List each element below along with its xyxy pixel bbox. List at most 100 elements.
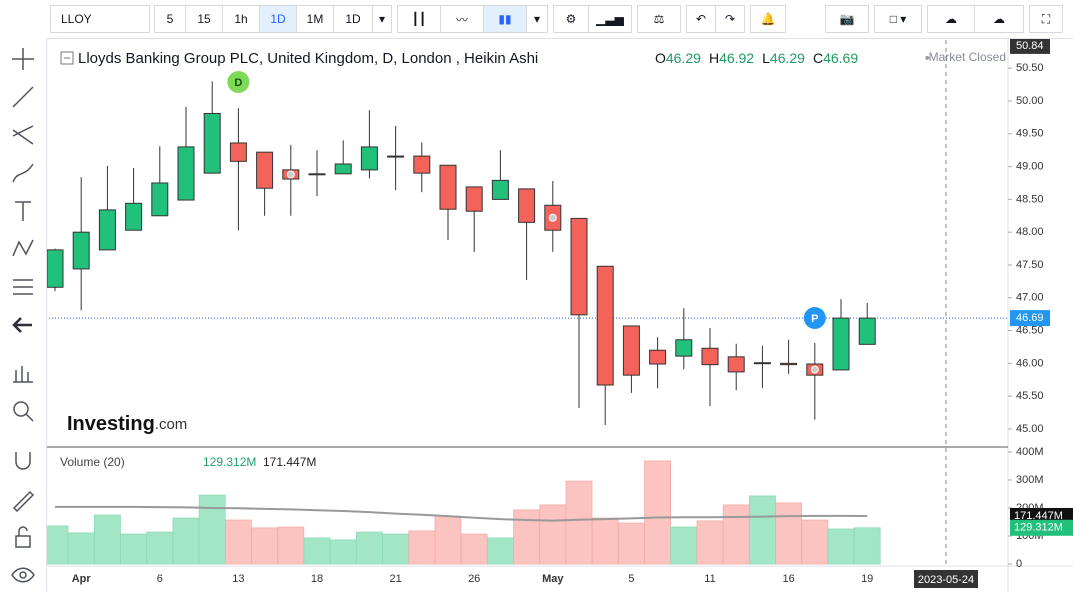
- text-tool[interactable]: [10, 198, 36, 224]
- candle-body: [308, 173, 326, 176]
- line-button[interactable]: 〰: [440, 5, 484, 33]
- bars-button[interactable]: ┃┃: [397, 5, 441, 33]
- candle-body: [780, 362, 798, 366]
- load-button[interactable]: ☁: [927, 5, 975, 33]
- lock-tool[interactable]: [10, 524, 36, 550]
- ohlc-value: 46.29: [666, 50, 701, 66]
- layout-button[interactable]: □ ▾: [874, 5, 922, 33]
- settings-button[interactable]: ⚙: [553, 5, 589, 33]
- indicators-button[interactable]: ▁▃▅: [588, 5, 632, 33]
- fib-tool[interactable]: [10, 122, 36, 148]
- candle-body: [413, 155, 431, 174]
- candle-body: [439, 164, 457, 210]
- x-tick-label: 26: [468, 573, 480, 585]
- ohlc-value: 46.92: [719, 50, 754, 66]
- candle-body: [649, 349, 667, 365]
- x-tick-label: Apr: [72, 573, 92, 585]
- back-tool[interactable]: [10, 312, 36, 338]
- volume-bar: [618, 522, 645, 565]
- zoom-tool[interactable]: [10, 398, 36, 424]
- ohlc-label: O: [655, 50, 666, 66]
- y-tick-label: 49.00: [1016, 160, 1044, 172]
- interval-dropdown[interactable]: ▾: [372, 5, 392, 33]
- y-tick-label: 47.00: [1016, 292, 1044, 304]
- volume-badge-label: 129.312M: [1014, 522, 1063, 534]
- volume-bar: [382, 533, 410, 565]
- y-tick-label: 45.00: [1016, 423, 1044, 435]
- interval-button[interactable]: 1D: [333, 5, 373, 33]
- volume-y-tick-label: 300M: [1016, 474, 1044, 486]
- volume-bar: [696, 520, 724, 565]
- candle-body: [570, 217, 588, 316]
- x-tick-label: 6: [157, 573, 163, 585]
- volume-bar: [801, 519, 829, 565]
- candle-body: [98, 209, 116, 251]
- y-tick-label: 48.00: [1016, 226, 1044, 238]
- y-tick-label: 45.50: [1016, 390, 1044, 402]
- volume-bar: [277, 526, 305, 565]
- measure-tool[interactable]: [10, 360, 36, 386]
- drawing-mode-tool[interactable]: [10, 486, 36, 512]
- y-tick-label: 47.50: [1016, 259, 1044, 271]
- candle-body: [518, 188, 536, 223]
- symbol-input[interactable]: LLOY: [50, 5, 150, 33]
- interval-button[interactable]: 1M: [296, 5, 334, 33]
- candle-body: [622, 325, 640, 376]
- snapshot-button[interactable]: 📷: [825, 5, 869, 33]
- volume-bar: [408, 530, 436, 565]
- interval-button[interactable]: 5: [154, 5, 186, 33]
- logo: Investing.com: [67, 413, 187, 435]
- volume-bar: [146, 531, 174, 565]
- x-tick-label: May: [542, 573, 564, 585]
- alert-button[interactable]: 🔔: [750, 5, 786, 33]
- compare-button[interactable]: ⚖: [637, 5, 681, 33]
- interval-button[interactable]: 15: [185, 5, 223, 33]
- crosshair-price-badge: [1010, 37, 1050, 54]
- volume-bar: [67, 532, 95, 565]
- candle-body: [858, 317, 876, 345]
- volume-bar: [172, 517, 200, 565]
- event-dot: [810, 365, 819, 374]
- interval-button[interactable]: 1h: [222, 5, 260, 33]
- y-tick-label: 50.50: [1016, 62, 1044, 74]
- volume-title: Volume (20): [60, 455, 125, 469]
- x-tick-label: 19: [861, 573, 873, 585]
- y-tick-label: 50.00: [1016, 95, 1044, 107]
- volume-bar: [486, 537, 514, 565]
- volume-y-tick-label: 0: [1016, 558, 1022, 570]
- candle-body: [46, 249, 64, 288]
- crosshair-date-badge: [914, 570, 978, 588]
- style-dropdown[interactable]: ▾: [526, 5, 548, 33]
- x-tick-label: 21: [389, 573, 401, 585]
- interval-button[interactable]: 1D: [259, 5, 297, 33]
- candle-body: [596, 265, 614, 386]
- magnet-tool[interactable]: [10, 448, 36, 474]
- logo-suffix: .com: [155, 416, 188, 433]
- pattern-tool[interactable]: [10, 236, 36, 262]
- candle-body: [177, 146, 195, 201]
- undo-button[interactable]: ↶: [686, 5, 716, 33]
- save-button[interactable]: ☁: [974, 5, 1024, 33]
- event-marker-label: D: [234, 77, 242, 89]
- volume-bar: [775, 502, 802, 565]
- candles-button[interactable]: ▮▮: [483, 5, 527, 33]
- brush-tool[interactable]: [10, 160, 36, 186]
- logo-main: Investing: [67, 413, 155, 435]
- last-price-label: 46.69: [1016, 312, 1044, 324]
- crosshair-tool[interactable]: [10, 46, 36, 72]
- candle-body: [727, 356, 745, 373]
- redo-button[interactable]: ↷: [715, 5, 745, 33]
- collapse-icon[interactable]: [60, 51, 74, 65]
- volume-bar: [94, 514, 121, 565]
- trendline-tool[interactable]: [10, 84, 36, 110]
- event-marker-label: P: [811, 313, 818, 325]
- volume-bar: [198, 494, 226, 565]
- visibility-tool[interactable]: [10, 562, 36, 588]
- event-marker: [803, 307, 826, 329]
- fullscreen-button[interactable]: ⛶: [1029, 5, 1063, 33]
- prediction-tool[interactable]: [10, 274, 36, 300]
- volume-bar: [251, 527, 279, 565]
- candle-body: [203, 112, 221, 174]
